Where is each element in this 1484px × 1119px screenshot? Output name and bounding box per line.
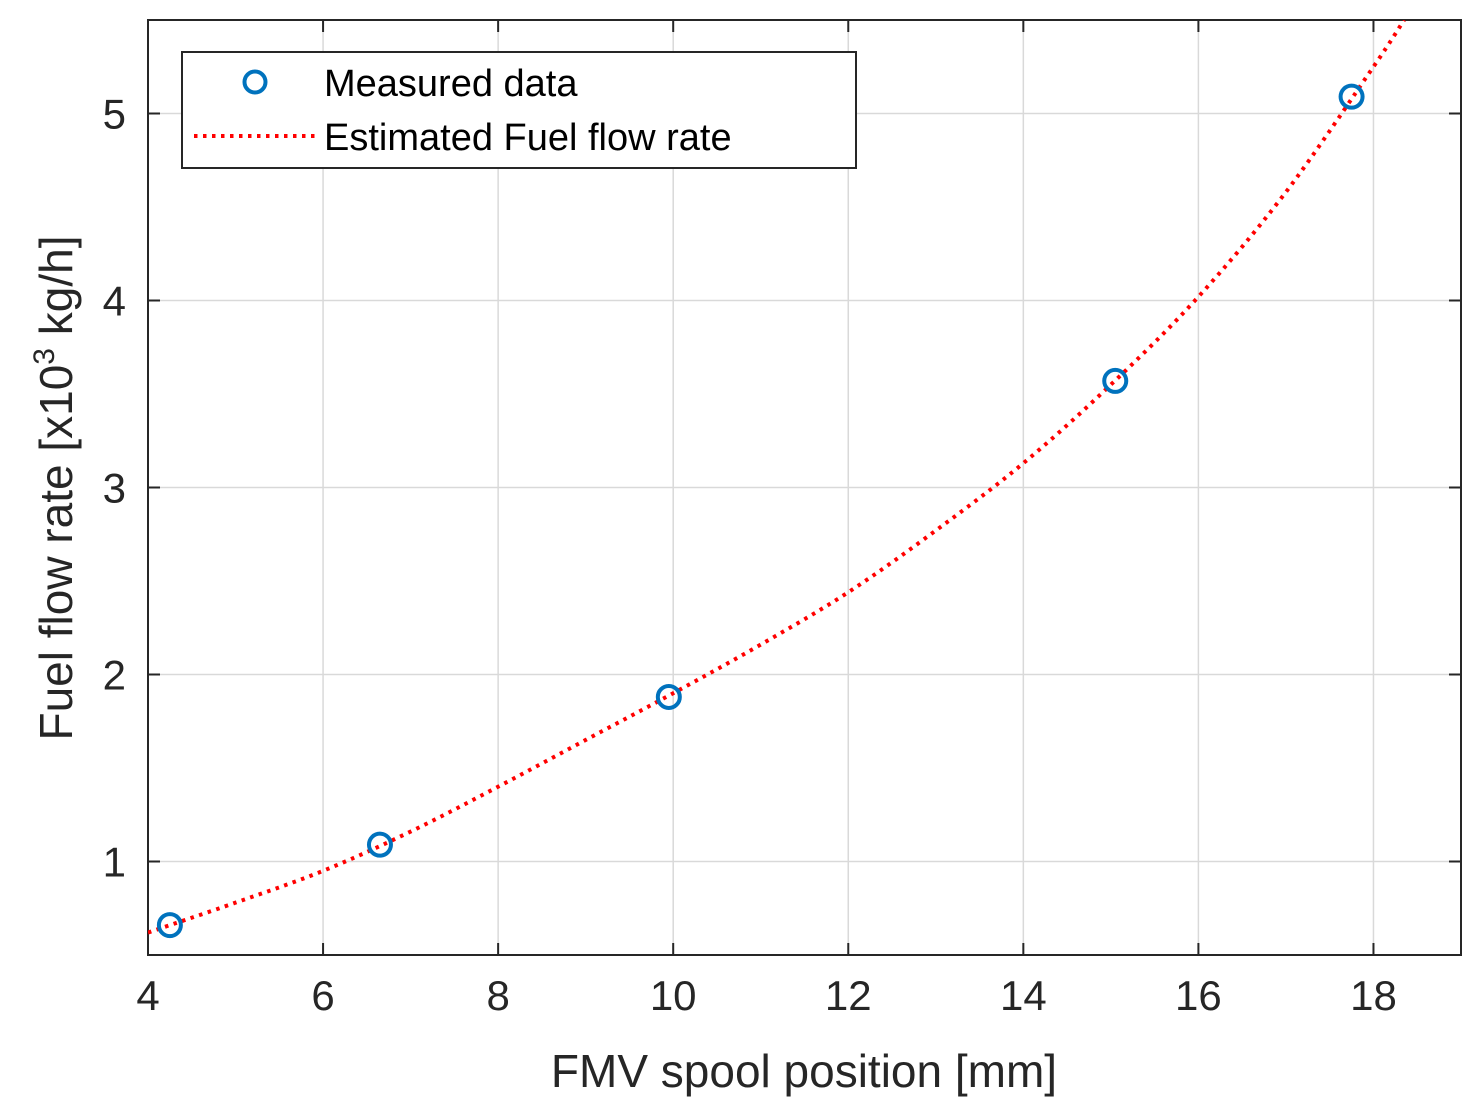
- tick-marks: [147, 20, 1461, 955]
- x-tick-label: 14: [1000, 972, 1047, 1019]
- y-axis-label: Fuel flow rate [x103 kg/h]: [28, 235, 82, 740]
- x-tick-labels: 4 6 8 10 12 14 16 18: [136, 972, 1397, 1019]
- y-tick-label: 3: [103, 465, 126, 512]
- measured-point: [1338, 83, 1365, 110]
- x-tick-label: 16: [1175, 972, 1222, 1019]
- x-tick-label: 8: [486, 972, 509, 1019]
- x-tick-label: 12: [825, 972, 872, 1019]
- y-tick-label: 4: [103, 278, 126, 325]
- y-tick-label: 1: [103, 839, 126, 886]
- x-tick-label: 18: [1350, 972, 1397, 1019]
- measured-point: [1102, 367, 1129, 394]
- measured-point: [366, 831, 393, 858]
- y-axis-label-suffix: kg/h]: [30, 235, 82, 348]
- measured-point: [655, 683, 682, 710]
- legend: Measured data Estimated Fuel flow rate: [181, 51, 857, 169]
- legend-label-estimated: Estimated Fuel flow rate: [324, 117, 732, 159]
- plot-frame: [147, 19, 1462, 956]
- y-tick-label: 2: [103, 652, 126, 699]
- y-axis-label-superscript: 3: [28, 348, 61, 365]
- x-axis-label: FMV spool position [mm]: [551, 1045, 1057, 1097]
- x-tick-label: 6: [311, 972, 334, 1019]
- series-layer: [148, 20, 1406, 939]
- y-axis-label-prefix: Fuel flow rate [x10: [30, 365, 82, 741]
- measured-point: [156, 912, 183, 939]
- legend-box: [181, 51, 857, 169]
- x-tick-label: 10: [650, 972, 697, 1019]
- x-tick-label: 4: [136, 972, 159, 1019]
- y-tick-labels: 1 2 3 4 5: [103, 91, 126, 886]
- legend-label-measured: Measured data: [324, 63, 578, 105]
- legend-marker-measured: [242, 69, 268, 95]
- y-tick-label: 5: [103, 91, 126, 138]
